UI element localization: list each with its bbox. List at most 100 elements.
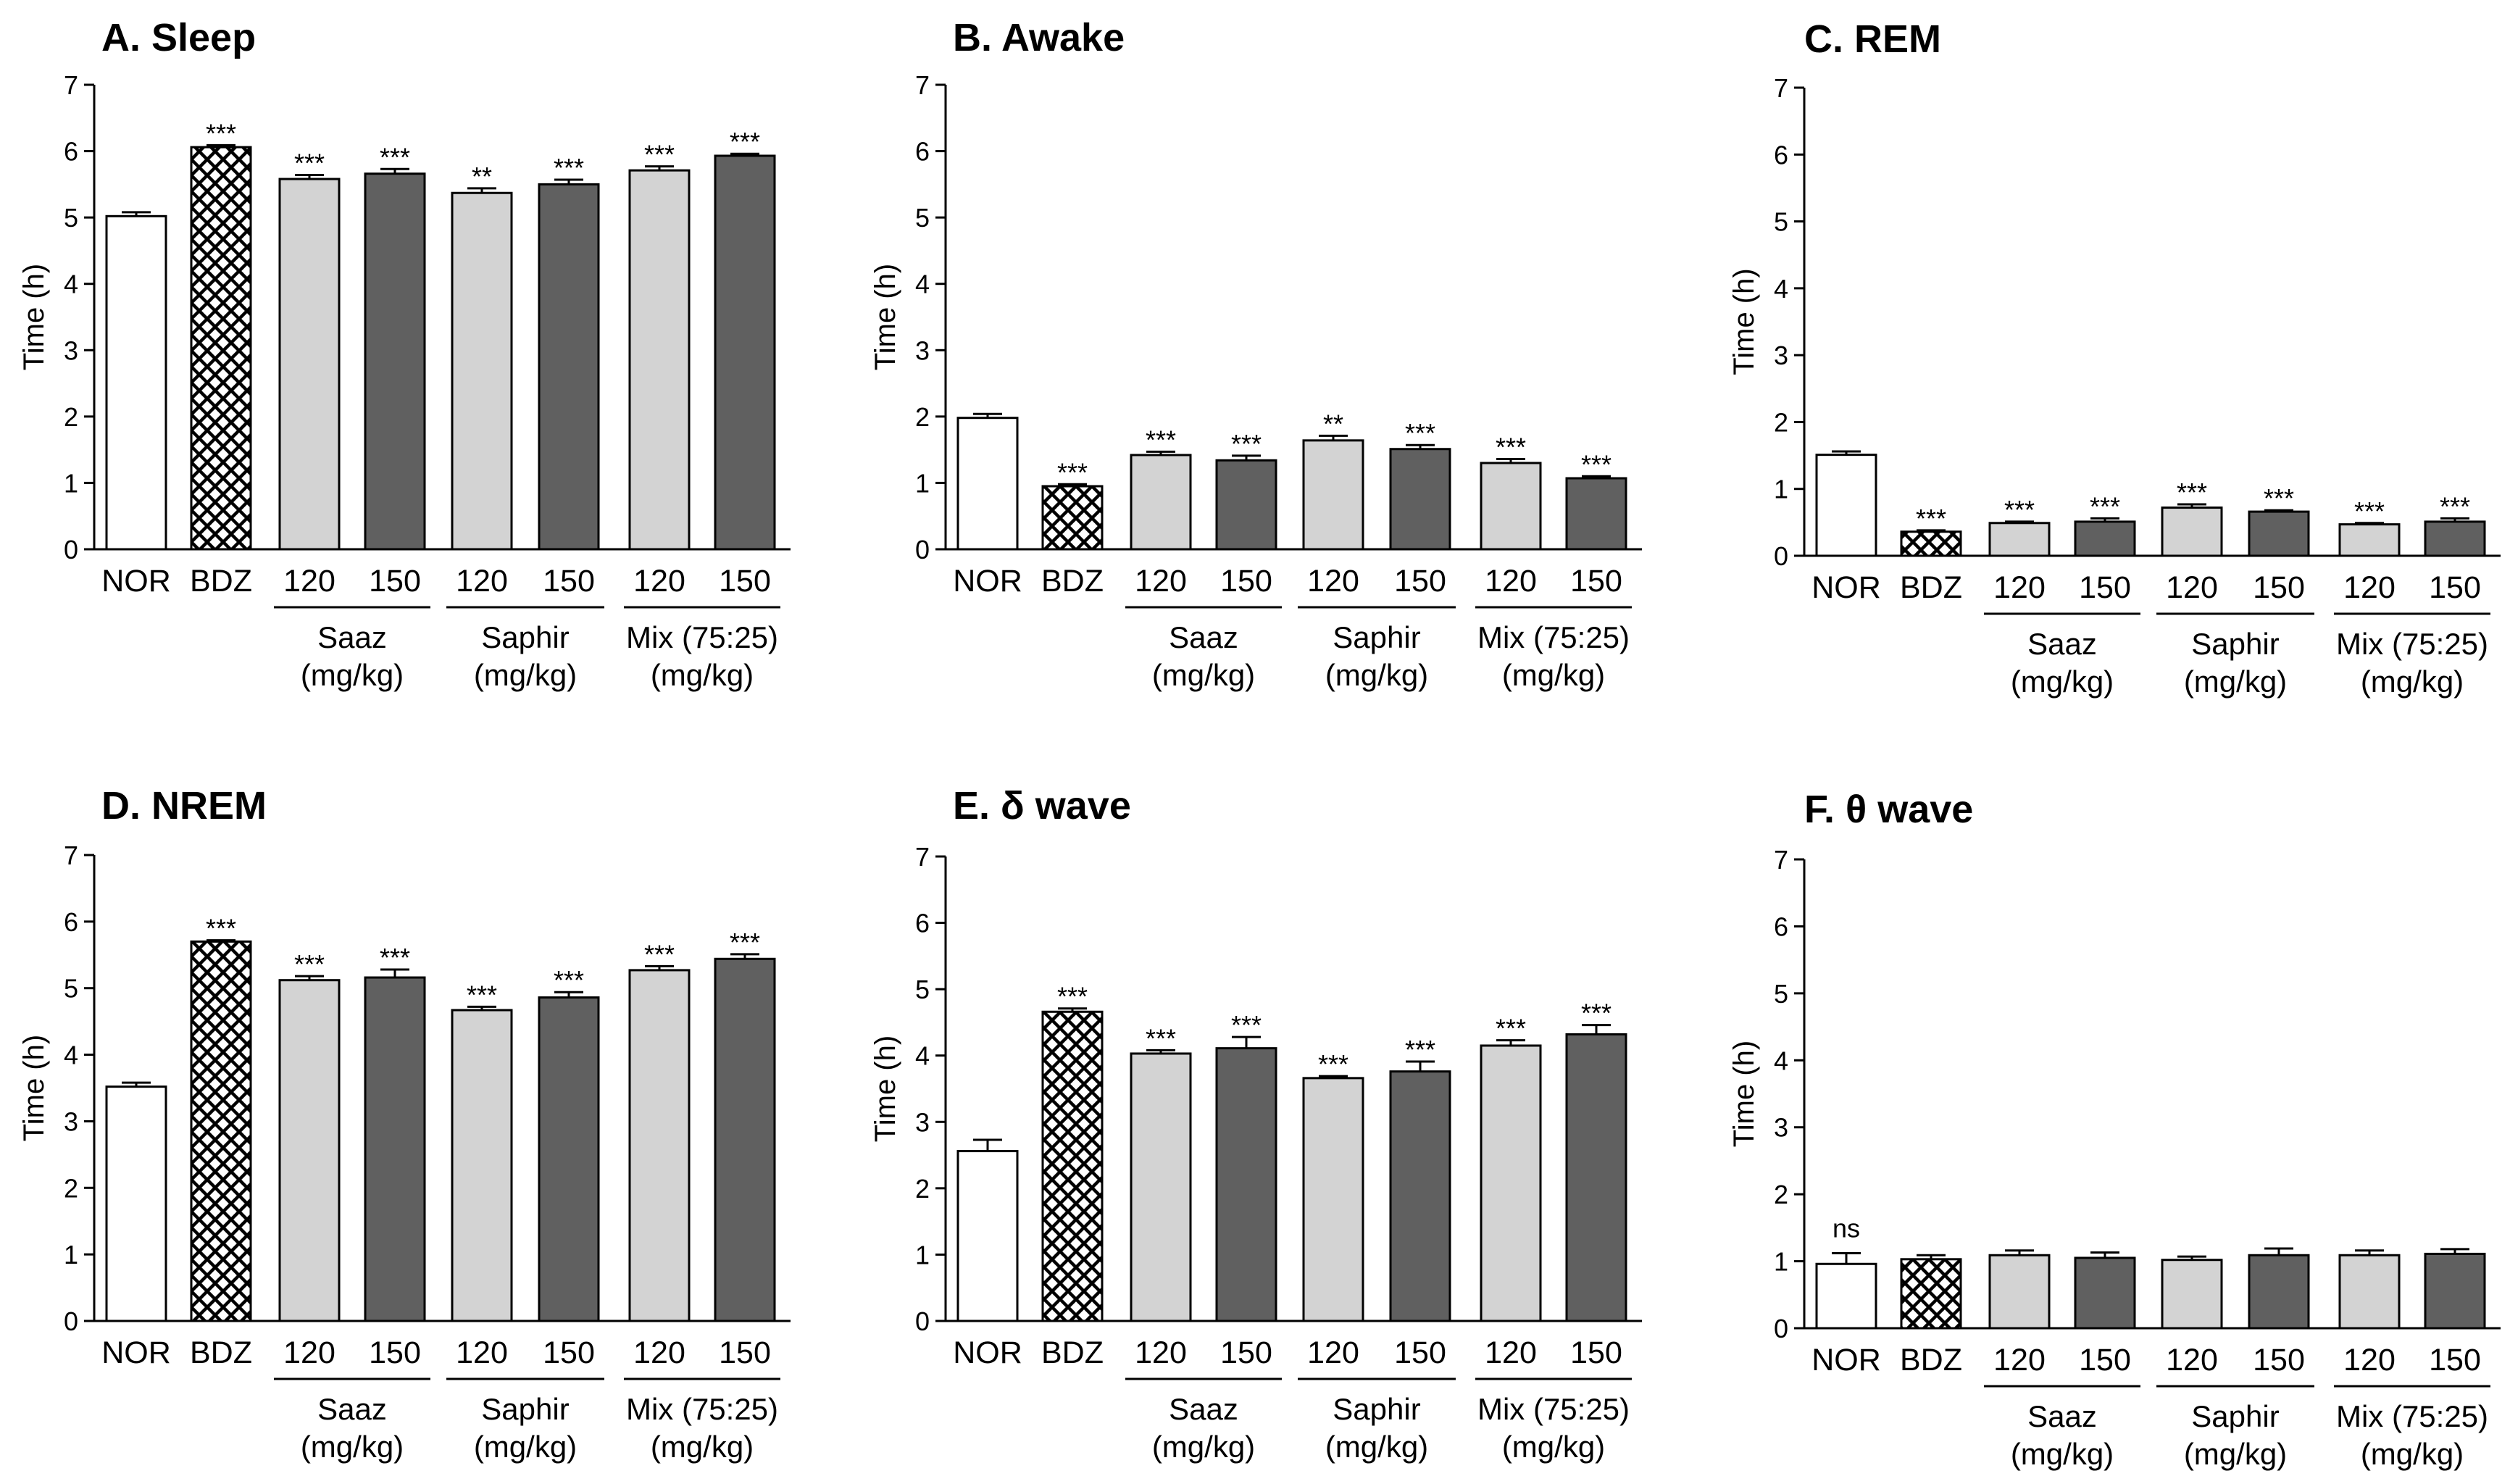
- group-label: Saphir: [2191, 627, 2279, 661]
- significance-label: ***: [2440, 491, 2470, 521]
- category-label: 120: [456, 1335, 508, 1370]
- bar-3: [1988, 522, 2051, 557]
- chart-panel-3: C. REM 0 1 2 3 4 5 6 7 Time (h) NOR *** BDZ *** 120 ***…: [1728, 17, 2501, 699]
- bar-2: [1900, 1258, 1962, 1330]
- panel-title: F. θ wave: [1804, 788, 1973, 831]
- y-tick-label: 7: [1774, 845, 1788, 875]
- bar-5: [2161, 1259, 2223, 1330]
- significance-label: ***: [2177, 478, 2207, 507]
- category-label: BDZ: [190, 1335, 252, 1370]
- y-tick-label: 7: [1774, 73, 1788, 103]
- bar-8: [714, 154, 776, 551]
- group-unit-label: (mg/kg): [651, 1430, 754, 1464]
- y-axis-label: Time (h): [870, 1035, 901, 1142]
- group-unit-label: (mg/kg): [474, 658, 577, 692]
- category-label: 120: [1485, 1335, 1537, 1370]
- category-label: NOR: [953, 564, 1022, 599]
- significance-label: **: [472, 162, 492, 191]
- bar-1: [1815, 1262, 1877, 1330]
- category-label: 150: [543, 1335, 595, 1370]
- significance-label: ***: [294, 949, 325, 979]
- y-tick-label: 7: [915, 70, 930, 100]
- category-label: 150: [369, 1335, 421, 1370]
- y-tick-label: 2: [1774, 1180, 1788, 1209]
- group-label: Mix (75:25): [2336, 1399, 2488, 1433]
- bar-7: [628, 169, 691, 551]
- y-tick-label: 2: [64, 402, 78, 432]
- y-tick-label: 3: [915, 335, 930, 365]
- category-label: 120: [283, 564, 335, 599]
- group-unit-label: (mg/kg): [2011, 1437, 2114, 1471]
- bar-6: [2248, 1254, 2310, 1330]
- group-label: Saaz: [1169, 620, 1238, 654]
- category-label: 120: [1135, 564, 1187, 599]
- category-label: BDZ: [1041, 564, 1104, 599]
- category-label: 150: [2079, 1343, 2131, 1377]
- y-axis-label: Time (h): [18, 1035, 50, 1141]
- chart-panel-4: D. NREM 0 1 2 3 4 5 6 7 Time (h) NOR *** BDZ *** 120 **…: [18, 784, 791, 1464]
- y-tick-label: 1: [915, 468, 930, 498]
- bar-6: [1389, 448, 1451, 551]
- significance-label: ***: [554, 965, 584, 995]
- y-tick-label: 4: [915, 270, 930, 299]
- significance-label: ***: [730, 928, 760, 957]
- group-unit-label: (mg/kg): [1325, 658, 1428, 692]
- bar-6: [2248, 510, 2310, 557]
- chart-panel-6: F. θ wave 0 1 2 3 4 5 6 7 Time (h) ns NOR BDZ 120 150 1…: [1728, 788, 2501, 1471]
- category-label: 120: [2166, 1343, 2218, 1377]
- category-label: 150: [2253, 570, 2305, 605]
- panel-title: C. REM: [1804, 17, 1941, 61]
- y-tick-label: 1: [64, 468, 78, 498]
- category-label: BDZ: [1900, 570, 1962, 605]
- group-unit-label: (mg/kg): [2361, 1437, 2464, 1471]
- group-label: Mix (75:25): [1477, 620, 1630, 654]
- y-tick-label: 4: [64, 1041, 78, 1070]
- group-label: Saphir: [1333, 620, 1420, 654]
- y-tick-label: 7: [915, 842, 930, 872]
- significance-label: ***: [2004, 495, 2035, 525]
- category-label: 150: [2253, 1343, 2305, 1377]
- group-label: Saaz: [317, 620, 387, 654]
- y-tick-label: 4: [1774, 274, 1788, 304]
- category-label: 120: [2343, 1343, 2396, 1377]
- category-label: NOR: [101, 564, 171, 599]
- panel-title: B. Awake: [953, 16, 1125, 59]
- significance-label: ***: [467, 980, 497, 1009]
- category-label: BDZ: [1900, 1343, 1962, 1377]
- bar-3: [1130, 454, 1192, 551]
- group-unit-label: (mg/kg): [2011, 664, 2114, 699]
- category-label: 150: [1220, 1335, 1272, 1370]
- category-label: NOR: [953, 1335, 1022, 1370]
- y-tick-label: 4: [64, 270, 78, 299]
- bar-4: [364, 172, 426, 551]
- category-label: 120: [1993, 1343, 2046, 1377]
- significance-label: ***: [1405, 418, 1435, 448]
- bar-4: [2074, 1256, 2136, 1330]
- y-tick-label: 0: [64, 535, 78, 564]
- group-label: Saaz: [1169, 1392, 1238, 1426]
- significance-label: ***: [206, 914, 236, 943]
- group-unit-label: (mg/kg): [1502, 658, 1605, 692]
- category-label: 120: [633, 564, 685, 599]
- bar-1: [956, 417, 1019, 551]
- group-unit-label: (mg/kg): [474, 1430, 577, 1464]
- y-tick-label: 4: [1774, 1046, 1788, 1075]
- bar-2: [190, 146, 252, 551]
- significance-label: ***: [1231, 1010, 1262, 1040]
- category-label: BDZ: [1041, 1335, 1104, 1370]
- y-tick-label: 7: [64, 841, 78, 870]
- category-label: 150: [2429, 570, 2481, 605]
- bar-3: [1130, 1052, 1192, 1322]
- significance-label: ***: [380, 943, 410, 972]
- group-unit-label: (mg/kg): [651, 658, 754, 692]
- significance-label: ***: [2090, 491, 2120, 521]
- group-label: Saaz: [317, 1392, 387, 1426]
- y-tick-label: 5: [64, 974, 78, 1004]
- category-label: 120: [2343, 570, 2396, 605]
- y-tick-label: 3: [64, 1106, 78, 1136]
- bar-1: [1815, 454, 1877, 557]
- bar-6: [538, 996, 600, 1322]
- bar-2: [1041, 485, 1104, 551]
- group-label: Mix (75:25): [1477, 1392, 1630, 1426]
